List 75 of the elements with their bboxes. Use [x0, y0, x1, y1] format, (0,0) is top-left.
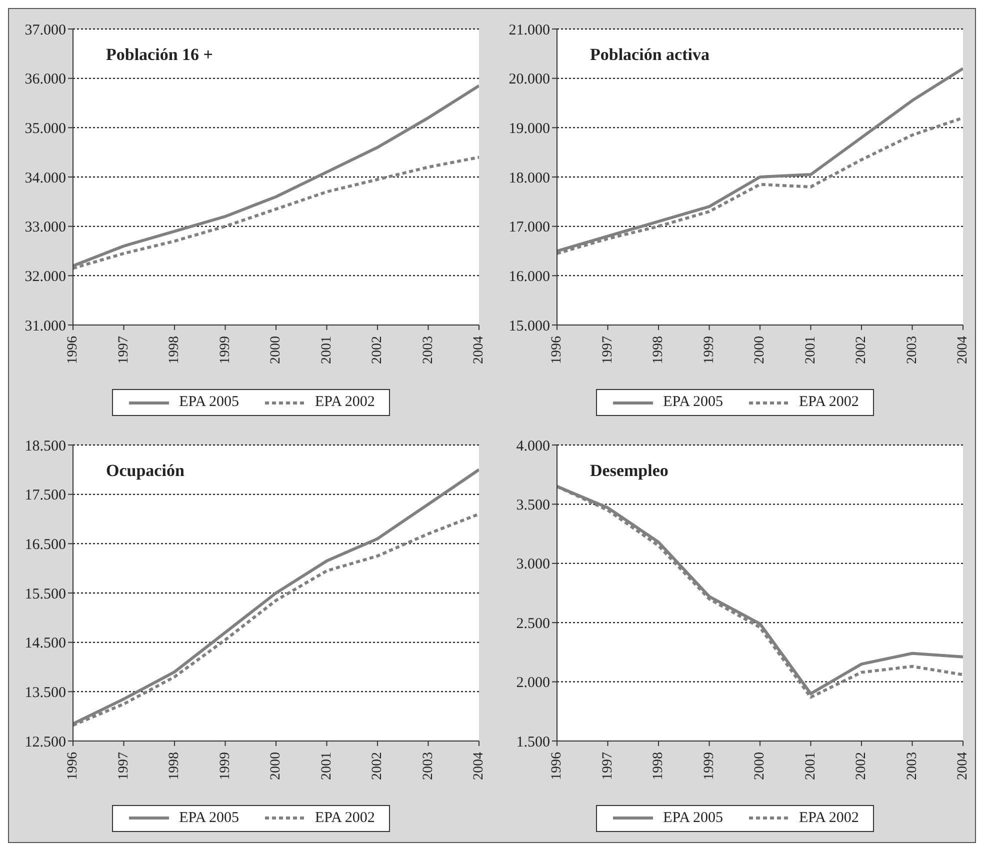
text: Desempleo — [590, 460, 668, 480]
y-tick-label: 15.500 — [24, 586, 66, 602]
y-tick-label: 17.000 — [508, 220, 550, 236]
y-tick-label: 16.500 — [24, 536, 66, 552]
legend-label: EPA 2005 — [663, 394, 723, 411]
x-tick-label: 1998 — [167, 336, 182, 364]
y-tick-label: 35.000 — [24, 120, 66, 137]
x-tick-label: 1998 — [651, 336, 666, 364]
x-tick-label: 2001 — [803, 336, 818, 364]
x-tick-label: 1999 — [218, 336, 233, 364]
y-tick-label: 13.500 — [24, 684, 66, 700]
y-tick-label: 34.000 — [24, 170, 66, 186]
legend-label: EPA 2005 — [179, 394, 239, 411]
y-tick-label: 2.000 — [516, 674, 550, 691]
x-tick-label: 2001 — [803, 752, 818, 780]
legend-label: EPA 2002 — [315, 394, 375, 411]
x-tick-label: 1996 — [550, 752, 564, 780]
text: Población activa — [590, 45, 710, 65]
x-tick-label: 2000 — [752, 336, 768, 364]
y-tick-label: 15.000 — [508, 318, 550, 334]
y-tick-label: 3.000 — [516, 556, 550, 572]
y-tick-label: 4.000 — [516, 438, 550, 454]
x-tick-label: 2003 — [420, 752, 436, 780]
y-tick-label: 31.000 — [24, 318, 66, 334]
x-tick-label: 2004 — [472, 336, 486, 364]
y-tick-label: 3.500 — [516, 497, 550, 514]
x-tick-label: 1997 — [116, 752, 132, 780]
y-tick-label: 2.500 — [516, 615, 550, 632]
x-tick-label: 2002 — [854, 336, 869, 364]
x-tick-label: 1996 — [550, 336, 564, 364]
x-tick-label: 2001 — [319, 336, 334, 364]
y-tick-label: 37.000 — [24, 22, 66, 38]
x-tick-label: 2004 — [956, 752, 970, 780]
legend-label: EPA 2005 — [663, 810, 723, 826]
x-tick-label: 2001 — [319, 752, 334, 780]
y-tick-label: 19.000 — [508, 120, 550, 137]
y-tick-label: 14.500 — [24, 635, 66, 652]
x-tick-label: 2004 — [956, 336, 970, 364]
legend-label: EPA 2002 — [799, 810, 859, 826]
x-tick-label: 2000 — [752, 752, 768, 780]
x-tick-label: 2000 — [268, 752, 284, 780]
x-tick-label: 2000 — [268, 336, 284, 364]
x-tick-label: 1997 — [600, 336, 616, 364]
y-tick-label: 18.000 — [508, 170, 550, 186]
y-tick-label: 20.000 — [508, 72, 550, 88]
x-tick-label: 1997 — [600, 752, 616, 780]
legend-label: EPA 2002 — [799, 394, 859, 411]
x-tick-label: 1998 — [167, 752, 182, 780]
x-tick-label: 1997 — [116, 336, 132, 364]
x-tick-label: 1998 — [651, 752, 666, 780]
y-tick-label: 18.500 — [24, 438, 66, 454]
y-tick-label: 16.000 — [508, 268, 550, 285]
legend-label: EPA 2005 — [179, 810, 239, 826]
x-tick-label: 2002 — [370, 752, 385, 780]
y-tick-label: 1.500 — [516, 734, 550, 750]
y-tick-label: 12.500 — [24, 734, 66, 750]
legend-label: EPA 2002 — [315, 810, 375, 826]
x-tick-label: 2002 — [854, 752, 869, 780]
x-tick-label: 1999 — [702, 336, 717, 364]
x-tick-label: 1999 — [702, 752, 717, 780]
y-tick-label: 32.000 — [24, 268, 66, 285]
text: Ocupación — [106, 460, 184, 480]
x-tick-label: 2004 — [472, 752, 486, 780]
x-tick-label: 1996 — [66, 752, 80, 780]
y-tick-label: 36.000 — [24, 72, 66, 88]
y-tick-label: 21.000 — [508, 22, 550, 38]
x-tick-label: 2003 — [904, 336, 920, 364]
x-tick-label: 2003 — [420, 336, 436, 364]
x-tick-label: 2002 — [370, 336, 385, 364]
x-tick-label: 1999 — [218, 752, 233, 780]
y-tick-label: 17.500 — [24, 487, 66, 504]
x-tick-label: 1996 — [66, 336, 80, 364]
y-tick-label: 33.000 — [24, 220, 66, 236]
x-tick-label: 2003 — [904, 752, 920, 780]
text: Población 16 + — [106, 45, 213, 65]
